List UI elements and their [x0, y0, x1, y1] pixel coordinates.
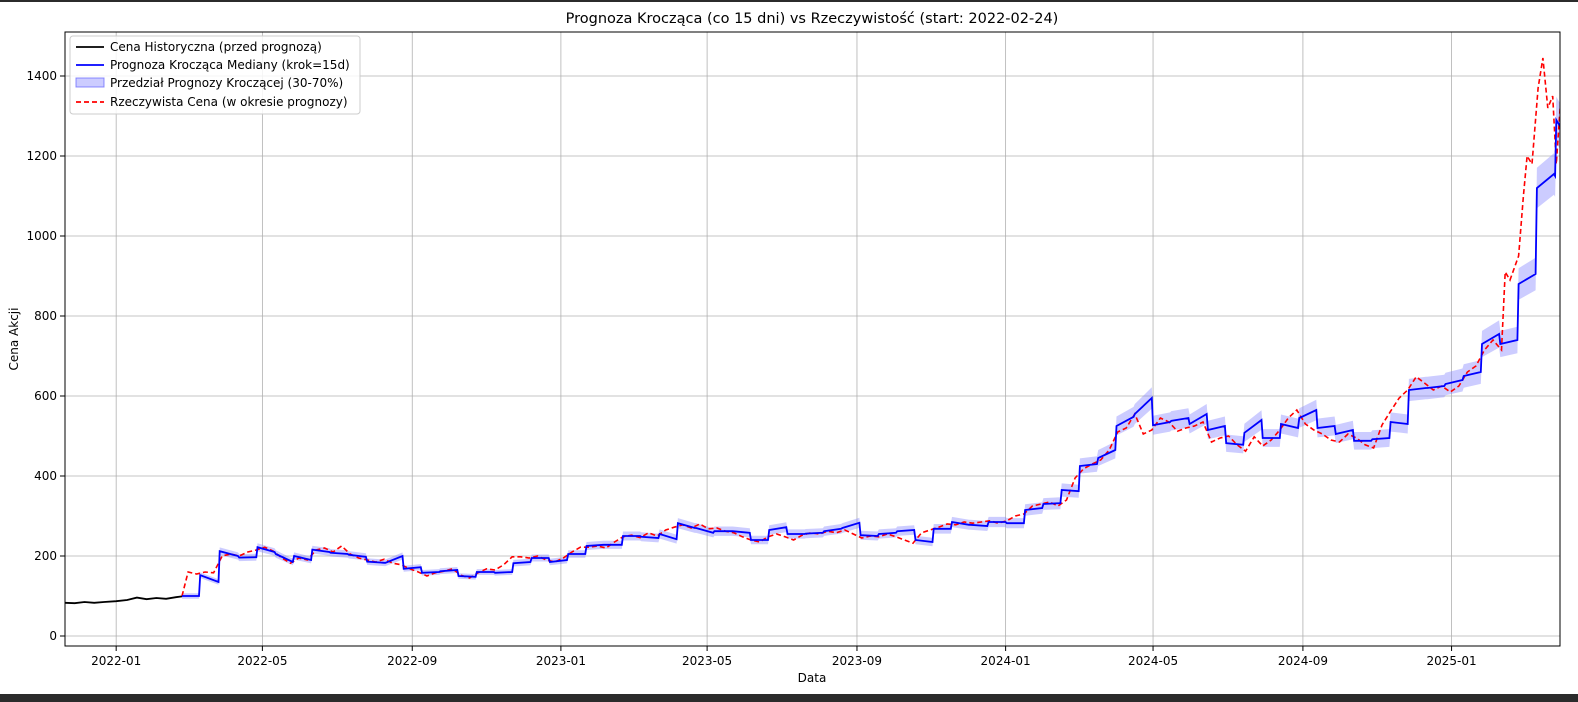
y-tick-label: 400: [34, 469, 57, 483]
legend-label-band: Przedział Prognozy Kroczącej (30-70%): [110, 76, 343, 90]
legend-swatch-band: [75, 77, 105, 88]
y-tick-label: 800: [34, 309, 57, 323]
window-top-edge: [0, 0, 1578, 2]
chart-title: Prognoza Krocząca (co 15 dni) vs Rzeczyw…: [566, 11, 1059, 27]
y-tick-label: 600: [34, 389, 57, 403]
y-axis: 0 200 400 600 800 1000 1200 1400: [26, 69, 65, 643]
x-tick-label: 2025-01: [1426, 654, 1476, 668]
x-axis: 2022-01 2022-05 2022-09 2023-01 2023-05 2023-…: [91, 646, 1477, 668]
y-tick-label: 0: [49, 629, 57, 643]
actual-price-line: [181, 57, 1560, 597]
x-axis-title: Data: [798, 671, 827, 685]
x-tick-label: 2023-05: [682, 654, 732, 668]
window-bottom-edge: [0, 694, 1578, 702]
forecast-band: [182, 96, 1560, 599]
legend-label-actual: Rzeczywista Cena (w okresie prognozy): [110, 95, 348, 109]
legend-label-median: Prognoza Krocząca Mediany (krok=15d): [110, 58, 350, 72]
x-tick-label: 2024-05: [1128, 654, 1178, 668]
y-tick-label: 200: [34, 549, 57, 563]
grid-lines: [65, 32, 1560, 646]
historical-price-line: [65, 595, 183, 605]
x-tick-label: 2022-09: [387, 654, 437, 668]
x-tick-label: 2022-01: [91, 654, 141, 668]
y-tick-label: 1400: [26, 69, 57, 83]
median-forecast-line: [182, 116, 1560, 597]
plot-area: [65, 57, 1560, 605]
legend-label-historical: Cena Historyczna (przed prognozą): [110, 40, 322, 54]
legend: Cena Historyczna (przed prognozą) Progno…: [69, 35, 361, 115]
y-axis-title: Cena Akcji: [7, 308, 21, 371]
series-group: [65, 57, 1560, 605]
y-tick-label: 1000: [26, 229, 57, 243]
legend-box: [69, 35, 361, 115]
x-tick-label: 2022-05: [237, 654, 287, 668]
x-tick-label: 2024-09: [1278, 654, 1328, 668]
x-tick-label: 2024-01: [981, 654, 1031, 668]
x-tick-label: 2023-01: [536, 654, 586, 668]
y-tick-label: 1200: [26, 149, 57, 163]
x-tick-label: 2023-09: [832, 654, 882, 668]
plot-frame: [64, 31, 1561, 647]
